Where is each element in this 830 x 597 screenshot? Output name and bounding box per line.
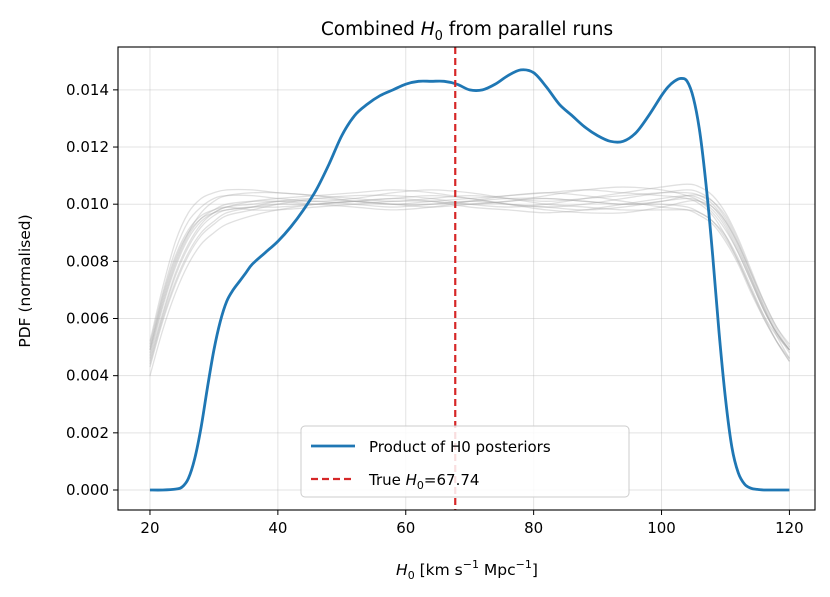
run-curve	[149, 189, 790, 359]
xlabel-h-subscript: 0	[408, 569, 415, 582]
legend-true-prefix: True	[368, 471, 406, 489]
title-suffix: from parallel runs	[443, 19, 613, 40]
product-curve-group	[149, 68, 790, 492]
legend-product-label: Product of H0 posteriors	[369, 438, 551, 456]
x-tick-label: 20	[140, 519, 159, 537]
y-tick-label: 0.012	[66, 138, 109, 156]
individual-run-curves	[149, 183, 790, 376]
legend-h-symbol: H	[406, 471, 417, 489]
y-tick-label: 0.002	[66, 424, 109, 442]
xlabel-units-exponent-1: −1	[463, 558, 479, 571]
title-h-symbol: H	[421, 19, 435, 40]
x-tick-label: 120	[775, 519, 804, 537]
x-axis-label: H0 [km s−1 Mpc−1]	[396, 558, 538, 582]
legend: Product of H0 posteriors True H0=67.74	[300, 425, 630, 498]
product-curve	[149, 68, 790, 492]
run-curve	[149, 183, 790, 368]
y-axis-ticks: 0.000 0.002 0.004 0.006 0.008 0.010 0.012 0.014	[66, 81, 118, 499]
y-axis-label: PDF (normalised)	[16, 214, 34, 347]
title-h-subscript: 0	[435, 29, 443, 44]
x-tick-label: 80	[524, 519, 543, 537]
run-curve	[149, 192, 790, 359]
run-curve	[149, 194, 790, 354]
plot-frame	[117, 46, 816, 511]
chart-title: Combined H0 from parallel runs	[321, 19, 613, 44]
title-prefix: Combined	[321, 19, 421, 40]
legend-h-subscript: 0	[417, 479, 424, 492]
run-curve	[149, 191, 790, 351]
y-tick-label: 0.010	[66, 195, 109, 213]
run-curve	[149, 189, 790, 362]
xlabel-units-mid: Mpc	[479, 561, 516, 579]
xlabel-h-symbol: H	[396, 561, 408, 579]
y-tick-label: 0.000	[66, 481, 109, 499]
run-curve	[149, 188, 790, 351]
run-curve	[149, 194, 790, 376]
run-curve	[149, 197, 790, 362]
x-tick-label: 60	[396, 519, 415, 537]
x-tick-label: 40	[268, 519, 287, 537]
xlabel-units-end: ]	[532, 561, 538, 579]
x-axis-ticks: 20 40 60 80 100 120	[140, 510, 804, 537]
legend-true-value: =67.74	[424, 471, 480, 489]
xlabel-units-exponent-2: −1	[516, 558, 532, 571]
xlabel-units-start: [km s	[415, 561, 463, 579]
legend-box	[300, 425, 630, 498]
y-tick-label: 0.008	[66, 252, 109, 270]
y-tick-label: 0.006	[66, 310, 109, 328]
run-curve	[149, 189, 790, 359]
legend-true-h0-label: True H0=67.74	[368, 471, 479, 492]
run-curve	[149, 186, 790, 351]
x-tick-label: 100	[647, 519, 676, 537]
y-tick-label: 0.014	[66, 81, 109, 99]
y-tick-label: 0.004	[66, 367, 109, 385]
run-curve	[149, 194, 790, 365]
